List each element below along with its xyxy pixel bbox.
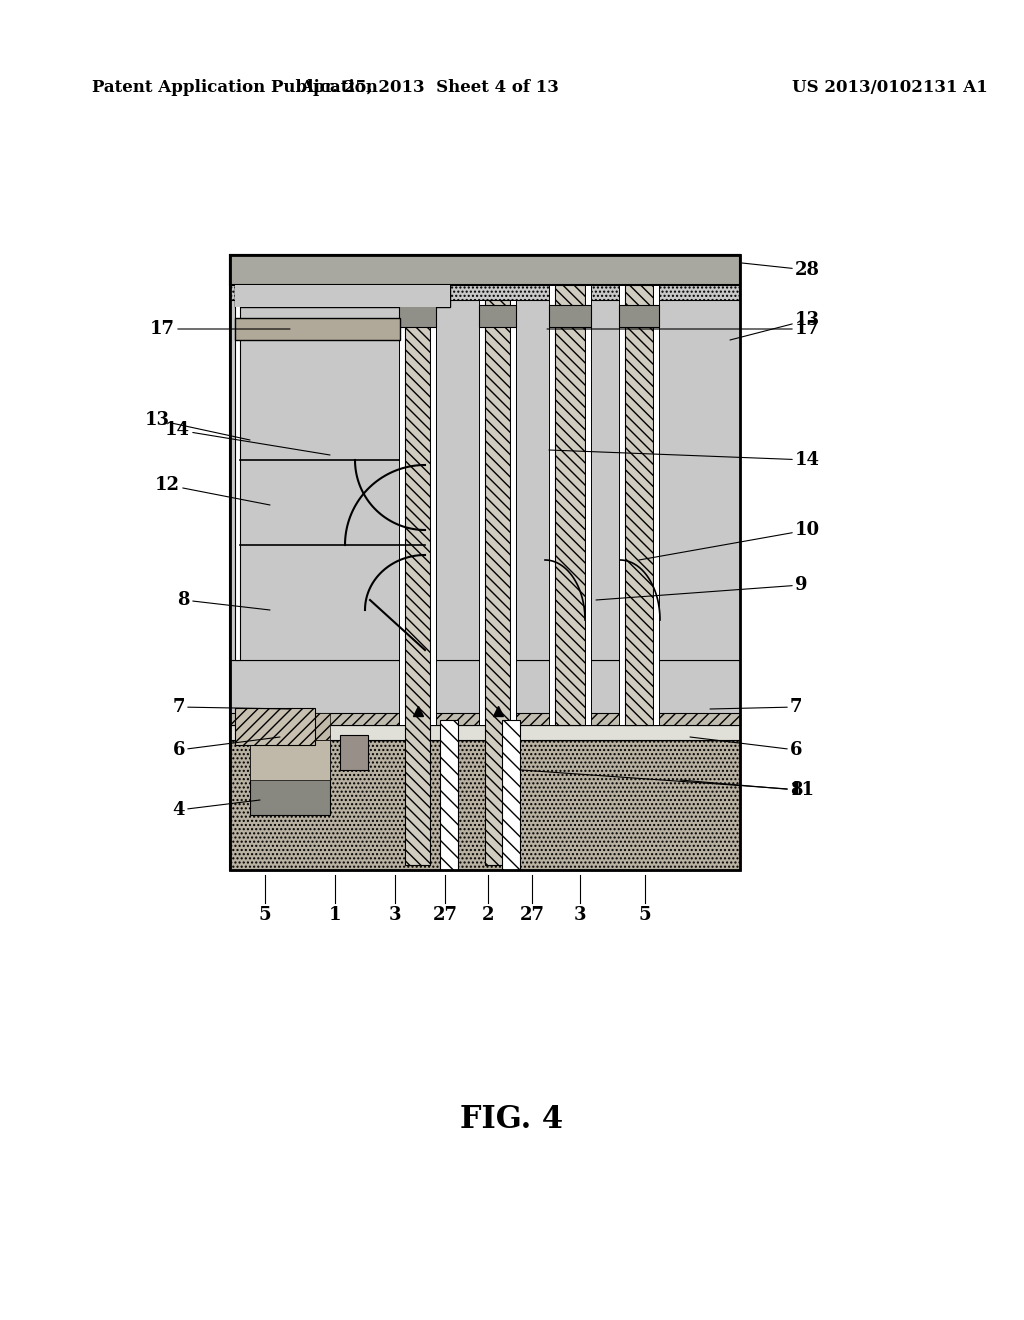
Bar bbox=[549, 305, 591, 327]
Bar bbox=[618, 285, 625, 725]
Bar bbox=[230, 255, 740, 285]
Bar bbox=[234, 285, 450, 308]
Bar bbox=[625, 285, 653, 725]
Bar bbox=[440, 719, 458, 870]
Bar bbox=[399, 305, 436, 327]
Bar bbox=[399, 300, 406, 725]
Text: 7: 7 bbox=[710, 698, 803, 715]
Text: 27: 27 bbox=[519, 906, 545, 924]
Bar bbox=[618, 305, 659, 327]
Text: 27: 27 bbox=[432, 906, 458, 924]
Bar bbox=[230, 255, 740, 870]
Bar bbox=[234, 708, 315, 744]
Bar bbox=[230, 255, 740, 870]
Text: 2: 2 bbox=[481, 906, 495, 924]
Text: 14: 14 bbox=[549, 450, 820, 469]
Bar bbox=[430, 300, 436, 725]
Bar bbox=[250, 741, 330, 780]
Text: Apr. 25, 2013  Sheet 4 of 13: Apr. 25, 2013 Sheet 4 of 13 bbox=[301, 79, 559, 96]
Bar bbox=[510, 300, 516, 725]
Bar bbox=[585, 285, 591, 725]
Bar bbox=[234, 285, 240, 660]
Text: FIG. 4: FIG. 4 bbox=[461, 1105, 563, 1135]
Text: 13: 13 bbox=[145, 411, 250, 440]
Text: 3: 3 bbox=[389, 906, 401, 924]
Bar bbox=[230, 300, 740, 660]
Text: 6: 6 bbox=[172, 737, 280, 759]
Text: 5: 5 bbox=[259, 906, 271, 924]
Text: 5: 5 bbox=[639, 906, 651, 924]
Bar bbox=[250, 741, 330, 814]
Bar bbox=[230, 660, 740, 725]
Text: 1: 1 bbox=[329, 906, 341, 924]
Text: 6: 6 bbox=[690, 737, 803, 759]
Bar bbox=[234, 285, 450, 308]
Bar bbox=[406, 300, 430, 865]
Text: 28: 28 bbox=[742, 261, 820, 279]
Bar bbox=[485, 300, 510, 865]
Text: 10: 10 bbox=[639, 521, 820, 560]
Bar bbox=[234, 318, 400, 341]
Bar bbox=[653, 285, 659, 725]
Text: 9: 9 bbox=[596, 576, 808, 601]
Bar bbox=[502, 719, 520, 870]
Bar bbox=[479, 300, 485, 725]
Bar bbox=[230, 725, 740, 741]
Text: 13: 13 bbox=[730, 312, 820, 341]
Bar bbox=[230, 713, 740, 725]
Text: 8: 8 bbox=[680, 780, 803, 799]
Text: 11: 11 bbox=[521, 770, 815, 799]
Text: 12: 12 bbox=[155, 477, 270, 506]
Text: 3: 3 bbox=[573, 906, 587, 924]
Text: US 2013/0102131 A1: US 2013/0102131 A1 bbox=[793, 79, 988, 96]
Text: Patent Application Publication: Patent Application Publication bbox=[92, 79, 378, 96]
Text: 17: 17 bbox=[547, 319, 820, 338]
Bar bbox=[549, 285, 555, 725]
Text: 17: 17 bbox=[150, 319, 290, 338]
Text: 14: 14 bbox=[165, 421, 330, 455]
Bar bbox=[340, 735, 368, 770]
Bar bbox=[479, 305, 516, 327]
Text: 7: 7 bbox=[172, 698, 290, 715]
Bar bbox=[250, 713, 330, 741]
Bar bbox=[555, 285, 585, 725]
Text: 4: 4 bbox=[172, 800, 260, 818]
Text: 8: 8 bbox=[177, 591, 270, 610]
Bar bbox=[230, 741, 740, 870]
